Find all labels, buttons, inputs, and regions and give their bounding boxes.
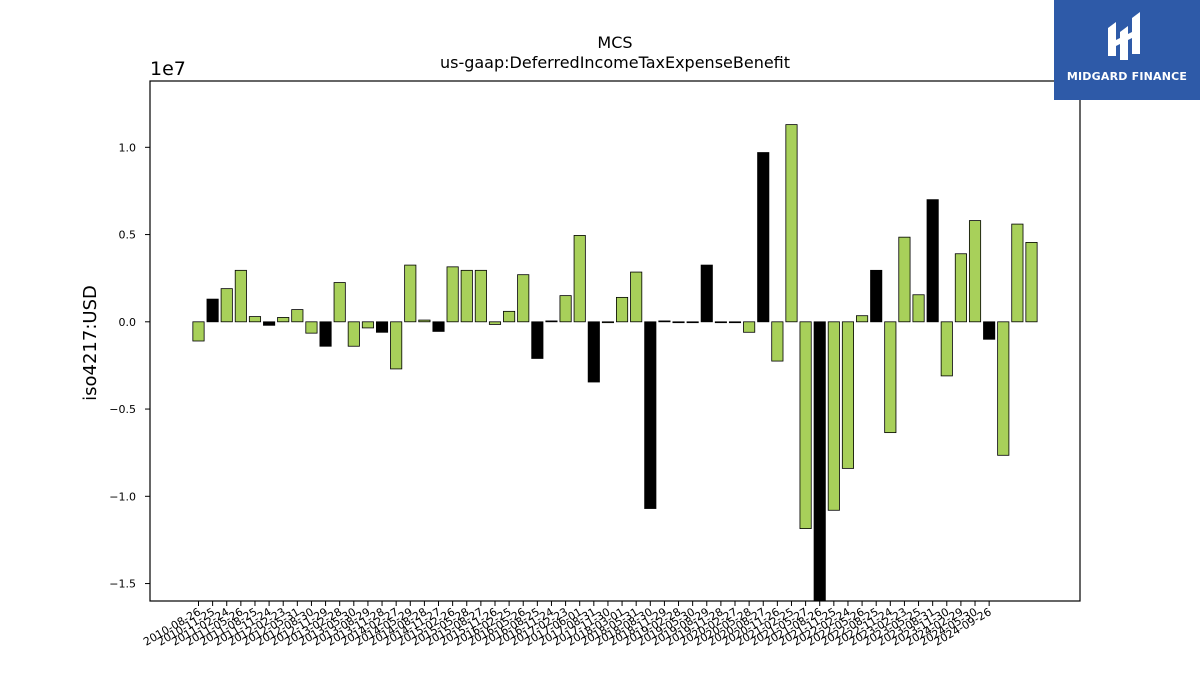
bar (248, 316, 262, 323)
bar (404, 264, 417, 323)
bar (672, 321, 685, 324)
bar (503, 310, 516, 323)
bar (418, 319, 431, 323)
y-tick-label: 1.0 (119, 141, 137, 154)
bar (827, 321, 840, 511)
logo-mark-icon (1108, 12, 1140, 60)
bar (771, 321, 784, 362)
bar (263, 321, 276, 326)
bar (841, 321, 854, 469)
bar (390, 321, 403, 370)
bar (714, 321, 727, 324)
bar (531, 321, 544, 359)
bar (206, 298, 219, 323)
bar (375, 321, 389, 333)
bar (757, 152, 770, 323)
bar (870, 269, 883, 323)
bar (997, 321, 1010, 456)
bar (220, 288, 233, 323)
y-tick-label: −1.0 (109, 490, 136, 503)
bar (700, 264, 713, 323)
bar (616, 296, 629, 323)
bar (1011, 223, 1024, 323)
bar (813, 321, 826, 602)
bar (192, 321, 205, 342)
bar (968, 220, 982, 323)
logo-text: MIDGARD FINANCE (1066, 70, 1188, 83)
bar (728, 321, 742, 324)
bar (799, 321, 812, 529)
bar (517, 274, 530, 323)
bar (319, 321, 332, 347)
bar (926, 199, 939, 323)
bar (601, 321, 614, 324)
plot-frame (149, 80, 1081, 602)
x-axis-ticks: 2010-08-262010-11-252011-02-242011-05-26… (141, 601, 994, 649)
bar (658, 320, 671, 323)
bar (234, 269, 247, 323)
bar (940, 321, 953, 377)
bar (644, 321, 657, 509)
bar (884, 321, 897, 434)
bar (305, 321, 318, 334)
bar (446, 266, 459, 323)
bar (474, 269, 487, 323)
y-tick-label: 0.0 (119, 316, 137, 329)
bar (333, 282, 346, 323)
bar (785, 124, 798, 323)
bar (954, 253, 967, 323)
bar (545, 320, 558, 323)
bar (347, 321, 360, 347)
bar (432, 321, 445, 332)
bar (573, 235, 586, 323)
y-offset-label: 1e7 (150, 58, 186, 80)
bar (488, 321, 502, 325)
bar (743, 321, 756, 333)
bar (460, 269, 473, 323)
bar (291, 309, 304, 323)
y-tick-label: −0.5 (109, 403, 136, 416)
bar (361, 321, 374, 329)
bar (1025, 242, 1038, 323)
bar (630, 271, 643, 323)
y-axis-ticks: −1.5 −1.0 −0.5 0.0 0.5 1.0 (109, 141, 150, 591)
bars (192, 124, 1038, 602)
bar (912, 294, 925, 323)
chart-subtitle: us-gaap:DeferredIncomeTaxExpenseBenefit (440, 53, 790, 72)
bar (277, 317, 290, 323)
brand-logo: MIDGARD FINANCE (1054, 0, 1200, 100)
bar (856, 315, 869, 323)
bar (559, 295, 572, 323)
y-axis-label: iso4217:USD (80, 285, 101, 401)
chart-title: MCS (597, 33, 632, 52)
y-tick-label: 0.5 (119, 229, 137, 242)
bar (898, 236, 911, 323)
bar (983, 321, 996, 340)
bar (686, 321, 699, 324)
y-tick-label: −1.5 (109, 578, 136, 591)
bar (587, 321, 600, 383)
